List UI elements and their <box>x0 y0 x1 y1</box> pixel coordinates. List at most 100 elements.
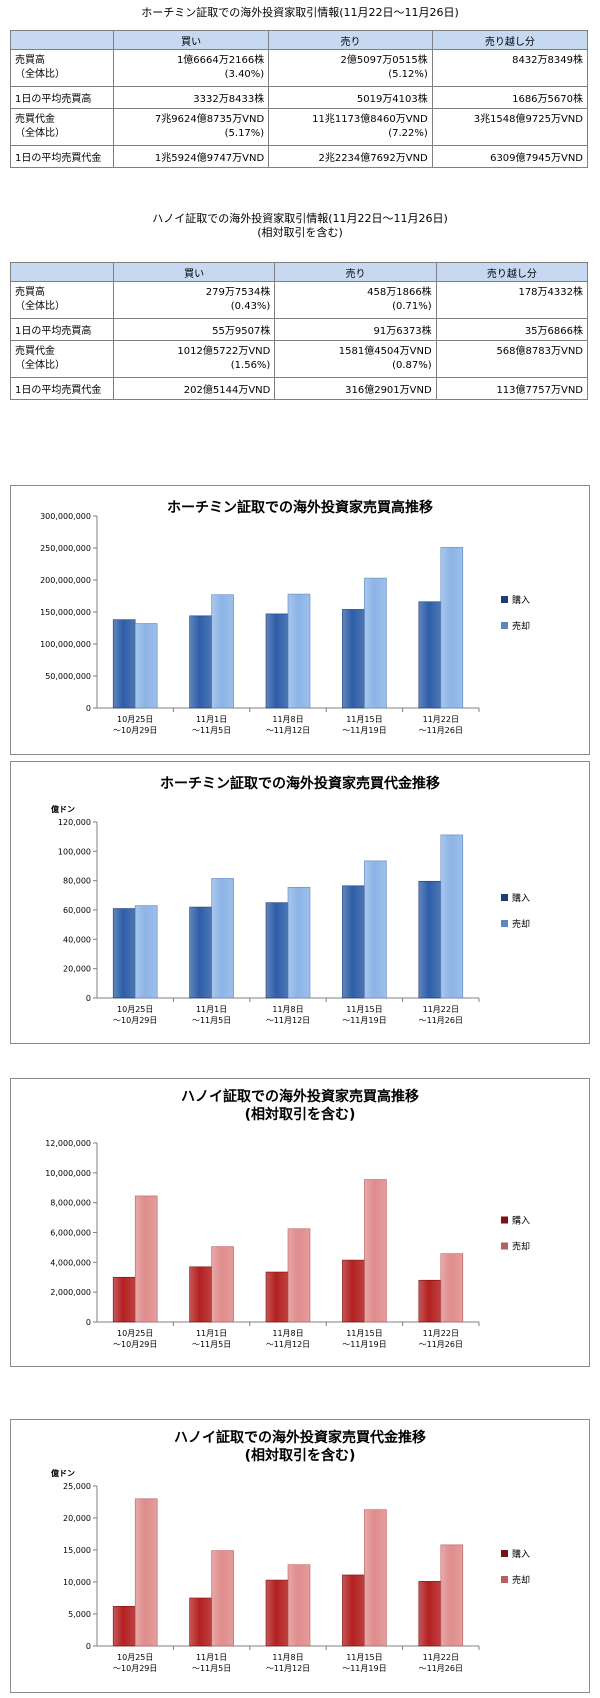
buy-cell: 279万7534株 (0.43%) <box>112 281 276 319</box>
bar-sell <box>211 1550 234 1647</box>
hcm-value-chart: ホーチミン証取での海外投資家売買代金推移 億ドン 0 20,000 40,000 60,0… <box>10 761 590 1044</box>
x-category-label: 11月1日 <box>196 715 227 724</box>
bar-buy <box>189 906 212 999</box>
buy-cell: 55万9507株 <box>112 318 276 341</box>
x-category-label: 11月8日 <box>272 1329 303 1338</box>
x-category-label: ～10月29日 <box>113 1016 157 1025</box>
table-header-row: 買い 売り 売り越し分 <box>10 262 589 282</box>
bar-buy <box>418 1279 442 1323</box>
legend-swatch-sell <box>501 622 508 629</box>
x-category-label: 11月22日 <box>423 1329 459 1338</box>
legend-swatch-sell <box>501 1576 508 1583</box>
x-category-label: ～10月29日 <box>113 1664 157 1673</box>
x-category-label: 11月22日 <box>423 1005 459 1014</box>
chart-subtitle: (相対取引を含む) <box>245 1106 356 1123</box>
table-row: 1日の平均売買高 55万9507株 91万6373株 35万6866株 <box>10 318 589 341</box>
x-category-label: 10月25日 <box>117 1329 153 1338</box>
y-tick-label: 10,000 <box>63 1578 91 1587</box>
bar-buy <box>342 609 365 709</box>
bar-buy <box>418 880 442 999</box>
bar-sell <box>134 1195 158 1323</box>
hcm-table-title: ホーチミン証取での海外投資家取引情報(11月22日～11月26日) <box>141 6 459 19</box>
bar-sell <box>364 577 387 709</box>
legend-label: 購入 <box>512 892 530 904</box>
row-label: 1日の平均売買高 <box>10 86 114 109</box>
sell-cell: 316億2901万VND <box>274 377 437 400</box>
x-category-label: 10月25日 <box>117 1005 153 1014</box>
x-category-label: 11月15日 <box>346 1653 382 1662</box>
y-tick-label: 10,000,000 <box>45 1169 91 1178</box>
header-sell: 売り <box>268 30 433 50</box>
header-buy: 買い <box>112 262 276 282</box>
row-label: 売買高 （全体比） <box>10 281 114 319</box>
buy-cell: 1012億5722万VND (1.56%) <box>112 340 276 378</box>
x-category-label: ～10月29日 <box>113 726 157 735</box>
x-category-label: 11月15日 <box>346 1329 382 1338</box>
x-category-label: ～11月12日 <box>266 1016 310 1025</box>
bar-buy <box>112 1606 136 1647</box>
y-axis-unit-label: 億ドン <box>51 804 75 814</box>
bar-buy <box>189 1266 212 1323</box>
table-row: 売買代金 （全体比） 1012億5722万VND (1.56%) 1581億4504… <box>10 340 589 378</box>
hanoi-table-title: ハノイ証取での海外投資家取引情報(11月22日～11月26日) <box>152 212 448 225</box>
bar-buy <box>342 1259 365 1323</box>
x-category-label: ～11月19日 <box>342 1664 386 1673</box>
bar-sell <box>211 1246 234 1323</box>
legend-label: 購入 <box>512 1548 530 1560</box>
y-tick-label: 15,000 <box>63 1546 91 1555</box>
net-cell: 1686万5670株 <box>431 86 589 109</box>
x-category-label: 11月15日 <box>346 1005 382 1014</box>
y-tick-label: 2,000,000 <box>50 1288 91 1297</box>
y-tick-label: 300,000,000 <box>40 512 91 521</box>
net-cell: 178万4332株 <box>435 281 589 319</box>
bar-sell <box>364 1179 387 1323</box>
y-tick-label: 150,000,000 <box>40 608 91 617</box>
bar-sell <box>211 878 234 999</box>
legend-label: 売却 <box>512 918 530 930</box>
row-label: 売買高 （全体比） <box>10 49 114 87</box>
bar-buy <box>112 908 136 999</box>
header-net: 売り越し分 <box>431 30 589 50</box>
legend-swatch-buy <box>501 1550 508 1557</box>
bar-buy <box>265 1271 289 1323</box>
chart-subtitle: (相対取引を含む) <box>245 1447 356 1464</box>
chart-title: ハノイ証取での海外投資家売買高推移 <box>181 1088 419 1105</box>
header-buy: 買い <box>112 30 270 50</box>
bar-sell <box>364 1509 387 1647</box>
legend-label: 購入 <box>512 1215 530 1227</box>
header-sell: 売り <box>274 262 437 282</box>
bar-sell <box>440 834 464 999</box>
row-label: 1日の平均売買代金 <box>10 377 114 400</box>
bar-buy <box>112 1276 136 1323</box>
legend-swatch-sell <box>501 1242 508 1250</box>
y-tick-label: 100,000,000 <box>40 640 91 649</box>
x-category-label: 11月22日 <box>423 1653 459 1662</box>
bar-buy <box>265 1579 289 1647</box>
hanoi-value-chart-svg: ハノイ証取での海外投資家売買代金推移(相対取引を含む) 億ドン 0 5,000 10,0… <box>51 1429 530 1673</box>
bar-buy <box>265 902 289 999</box>
y-tick-label: 0 <box>86 704 91 713</box>
x-category-label: ～11月19日 <box>342 726 386 735</box>
legend-swatch-buy <box>501 1216 508 1224</box>
x-category-label: 10月25日 <box>117 715 153 724</box>
legend-label: 購入 <box>512 594 530 606</box>
legend-label: 売却 <box>512 1574 530 1586</box>
y-tick-label: 80,000 <box>63 877 91 886</box>
hanoi-volume-chart: ハノイ証取での海外投資家売買高推移 (相対取引を含む) 0 2,000,000 4,00… <box>10 1078 590 1367</box>
bar-sell <box>287 1564 311 1647</box>
net-cell: 35万6866株 <box>435 318 589 341</box>
table-row: 売買代金 （全体比） 7兆9624億8735万VND (5.17%) 11兆1173… <box>10 108 589 146</box>
sell-cell: 2億5097万0515株 (5.12%) <box>268 49 433 87</box>
y-tick-label: 200,000,000 <box>40 576 91 585</box>
hcm-volume-chart: ホーチミン証取での海外投資家売買高推移 0 50,000,000 100,000,00… <box>10 485 590 755</box>
row-label: 1日の平均売買高 <box>10 318 114 341</box>
y-tick-label: 12,000,000 <box>45 1139 91 1148</box>
bar-sell <box>440 1253 464 1323</box>
net-cell: 113億7757万VND <box>435 377 589 400</box>
x-category-label: 11月15日 <box>346 715 382 724</box>
x-category-label: ～11月26日 <box>419 726 463 735</box>
table-row: 1日の平均売買代金 1兆5924億9747万VND 2兆2234億7692万VN… <box>10 145 589 168</box>
bar-sell <box>287 1228 311 1323</box>
x-category-label: ～11月12日 <box>266 726 310 735</box>
y-tick-label: 8,000,000 <box>50 1199 91 1208</box>
